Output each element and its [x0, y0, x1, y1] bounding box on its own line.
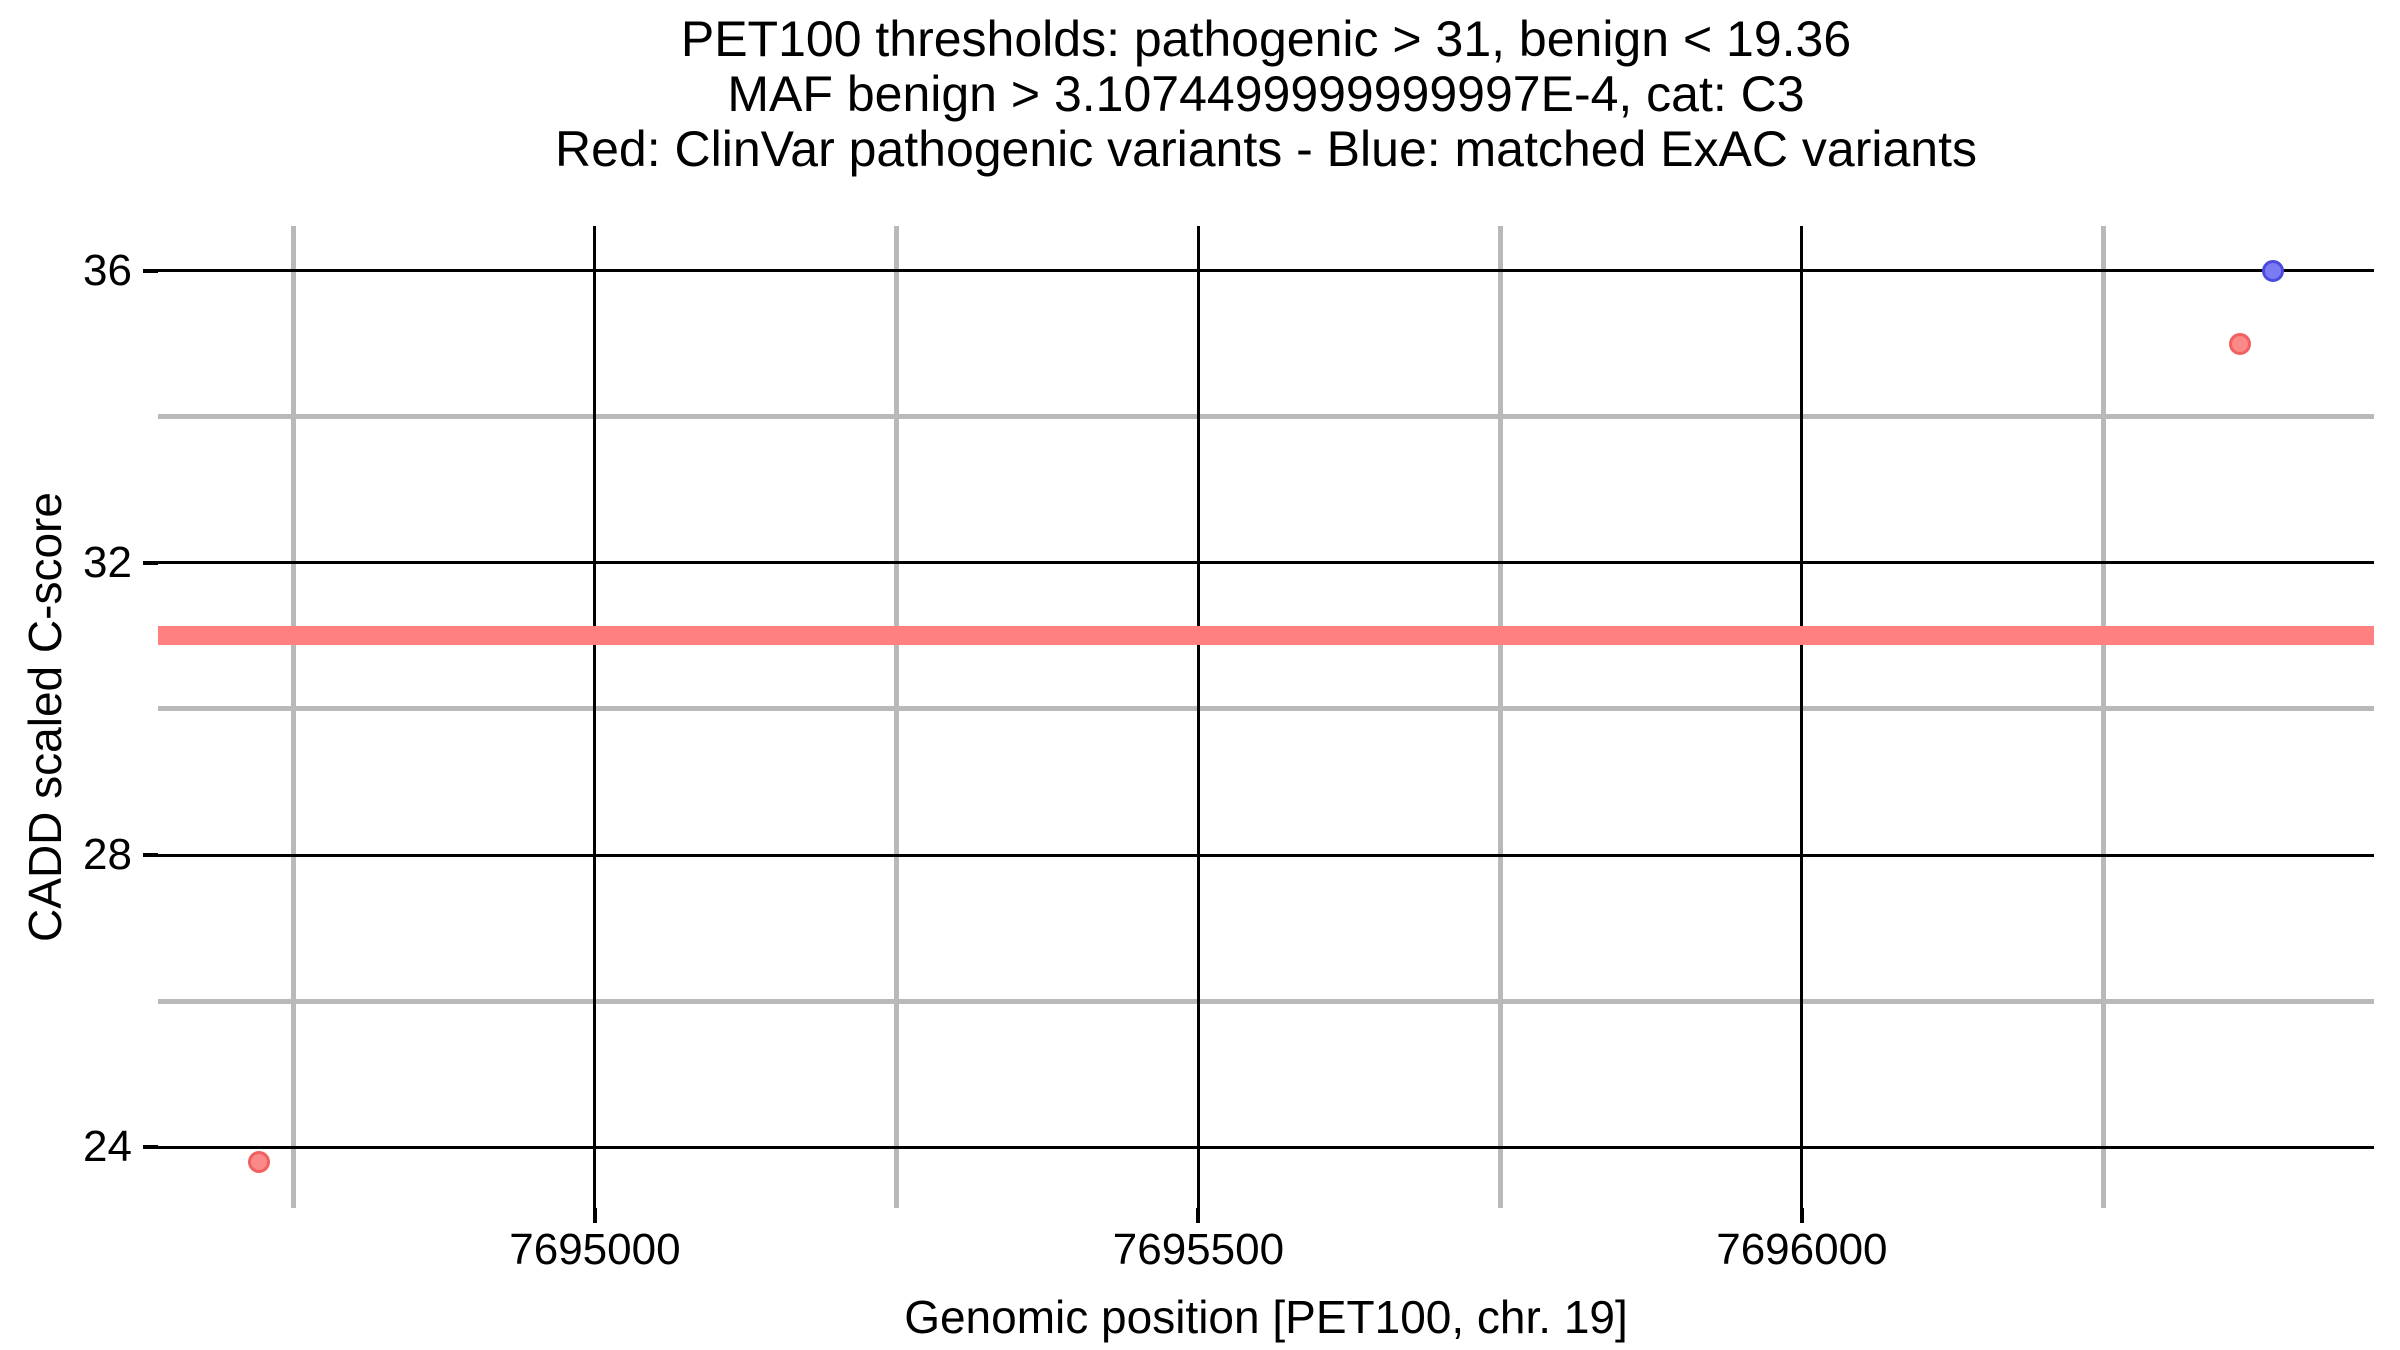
y-tick-label: 32: [83, 537, 132, 587]
gridline-x-major: [1800, 226, 1804, 1208]
gridline-y-minor: [158, 706, 2374, 712]
data-point-clinvar-pathogenic: [2229, 332, 2252, 355]
gridline-y-major: [158, 1145, 2374, 1149]
y-tick-label: 28: [83, 830, 132, 880]
x-axis-tick: [1799, 1208, 1804, 1223]
y-tick-label: 36: [83, 245, 132, 295]
plot-title-line-3: Red: ClinVar pathogenic variants - Blue:…: [555, 121, 1977, 177]
x-axis-tick: [1196, 1208, 1201, 1223]
gridline-x-minor: [894, 226, 900, 1208]
x-tick-label: 7695000: [509, 1225, 681, 1274]
data-point-matched-exac: [2261, 259, 2284, 282]
y-axis-tick: [143, 853, 158, 858]
pathogenic-threshold-line: [158, 626, 2374, 646]
y-axis-tick: [143, 560, 158, 565]
plot-panel: [158, 226, 2374, 1208]
plot-title: PET100 thresholds: pathogenic > 31, beni…: [158, 12, 2374, 177]
gridline-y-minor: [158, 414, 2374, 420]
plot-title-line-2: MAF benign > 3.1074499999999997E-4, cat:…: [727, 66, 1805, 122]
x-tick-label: 7695500: [1112, 1225, 1285, 1274]
y-axis-tick: [143, 1145, 158, 1150]
gridline-x-minor: [2101, 226, 2107, 1208]
gridline-y-major: [158, 853, 2374, 857]
x-axis-tick: [592, 1208, 597, 1223]
y-axis-tick: [143, 268, 158, 273]
data-point-clinvar-pathogenic: [248, 1150, 271, 1173]
gridline-x-major: [593, 226, 597, 1208]
plot-title-line-1: PET100 thresholds: pathogenic > 31, beni…: [680, 11, 1852, 67]
gridline-x-minor: [290, 226, 296, 1208]
gridline-y-minor: [158, 998, 2374, 1004]
y-tick-label: 24: [83, 1122, 132, 1172]
gridline-y-major: [158, 561, 2374, 565]
gridline-x-minor: [1497, 226, 1503, 1208]
x-axis-title: Genomic position [PET100, chr. 19]: [904, 1291, 1628, 1343]
gridline-x-major: [1196, 226, 1200, 1208]
gridline-y-major: [158, 269, 2374, 273]
x-tick-label: 7696000: [1716, 1225, 1888, 1274]
